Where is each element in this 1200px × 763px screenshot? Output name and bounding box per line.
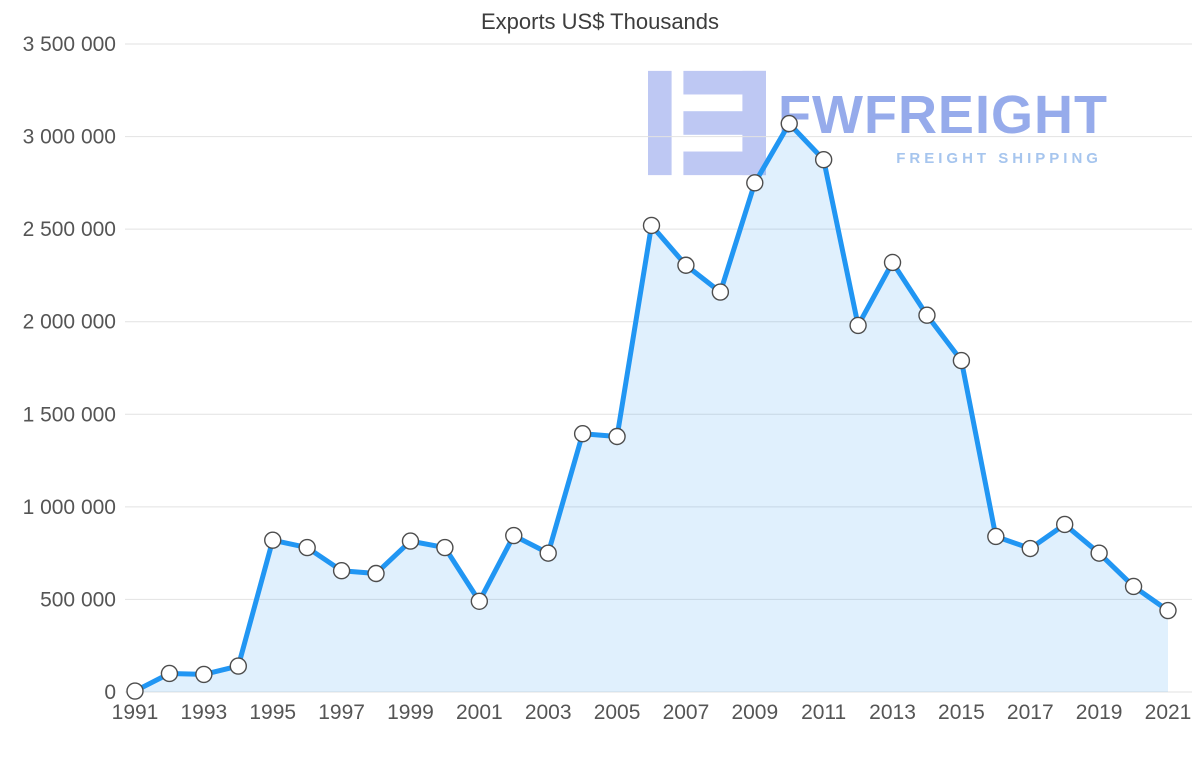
x-axis-tick-label: 2013 xyxy=(869,701,916,724)
x-axis-tick-label: 1997 xyxy=(318,701,365,724)
data-point-marker xyxy=(642,216,661,235)
y-axis-tick-label: 3 500 000 xyxy=(23,33,116,56)
data-point-marker xyxy=(1090,544,1108,562)
x-axis-tick-label: 2015 xyxy=(938,701,985,724)
data-point-marker xyxy=(918,306,936,324)
data-point-marker xyxy=(505,526,523,545)
y-axis-tick-label: 1 500 000 xyxy=(23,403,116,426)
series-area xyxy=(135,123,1168,692)
y-axis-tick-label: 500 000 xyxy=(40,588,116,611)
data-point-marker xyxy=(1055,515,1074,534)
data-point-marker xyxy=(160,664,179,683)
watermark-text: FWFREIGHT FREIGHT SHIPPING xyxy=(778,70,1108,167)
data-point-marker xyxy=(298,538,316,557)
data-point-marker xyxy=(1021,539,1039,558)
x-axis-tick-label: 2005 xyxy=(594,701,641,724)
x-axis-tick-label: 1993 xyxy=(181,701,228,724)
y-axis-tick-label: 1 000 000 xyxy=(23,496,116,519)
x-axis-tick-label: 1991 xyxy=(112,701,159,724)
data-point-marker xyxy=(195,665,213,684)
data-point-marker xyxy=(711,283,730,301)
x-axis-tick-label: 2011 xyxy=(801,701,846,724)
data-point-marker xyxy=(470,592,489,610)
data-point-marker xyxy=(987,527,1005,546)
data-point-marker xyxy=(1159,601,1177,620)
x-axis-tick-label: 2021 xyxy=(1145,701,1192,724)
y-axis-tick-label: 2 500 000 xyxy=(23,218,116,241)
x-axis-tick-label: 2017 xyxy=(1007,701,1054,724)
data-point-marker xyxy=(539,544,557,562)
data-point-marker xyxy=(229,657,248,675)
chart-title: Exports US$ Thousands xyxy=(480,9,720,34)
y-axis-tick-label: 0 xyxy=(104,681,116,704)
data-point-marker xyxy=(952,351,971,370)
watermark-brand: FWFREIGHT xyxy=(778,85,1108,145)
data-point-marker xyxy=(573,425,592,443)
y-axis-tick-label: 3 000 000 xyxy=(23,126,116,149)
data-point-marker xyxy=(401,532,420,550)
x-axis-tick-label: 2009 xyxy=(731,701,778,724)
x-axis-tick-label: 1999 xyxy=(387,701,434,724)
x-axis-tick-label: 2007 xyxy=(663,701,710,724)
data-point-marker xyxy=(849,316,867,335)
data-point-marker xyxy=(883,253,902,272)
data-point-marker xyxy=(746,174,764,192)
x-axis-tick-label: 2019 xyxy=(1076,701,1123,724)
x-axis-tick-label: 2003 xyxy=(525,701,572,724)
x-axis-tick-label: 1995 xyxy=(249,701,296,724)
watermark-tagline: FREIGHT SHIPPING xyxy=(896,150,1102,167)
data-point-marker xyxy=(1124,577,1143,596)
y-axis-tick-label: 2 000 000 xyxy=(23,311,116,334)
data-point-marker xyxy=(126,682,144,700)
data-point-marker xyxy=(677,256,695,274)
data-point-marker xyxy=(436,538,454,557)
data-point-marker xyxy=(780,114,798,133)
data-point-marker xyxy=(367,564,385,583)
x-axis-tick-label: 2001 xyxy=(456,701,503,724)
data-point-marker xyxy=(264,531,282,549)
data-point-marker xyxy=(608,427,626,446)
watermark: FWFREIGHT FREIGHT SHIPPING xyxy=(648,70,1108,176)
data-point-marker xyxy=(332,562,351,580)
fwfreight-logo-icon xyxy=(648,70,766,176)
data-point-marker xyxy=(814,151,833,169)
